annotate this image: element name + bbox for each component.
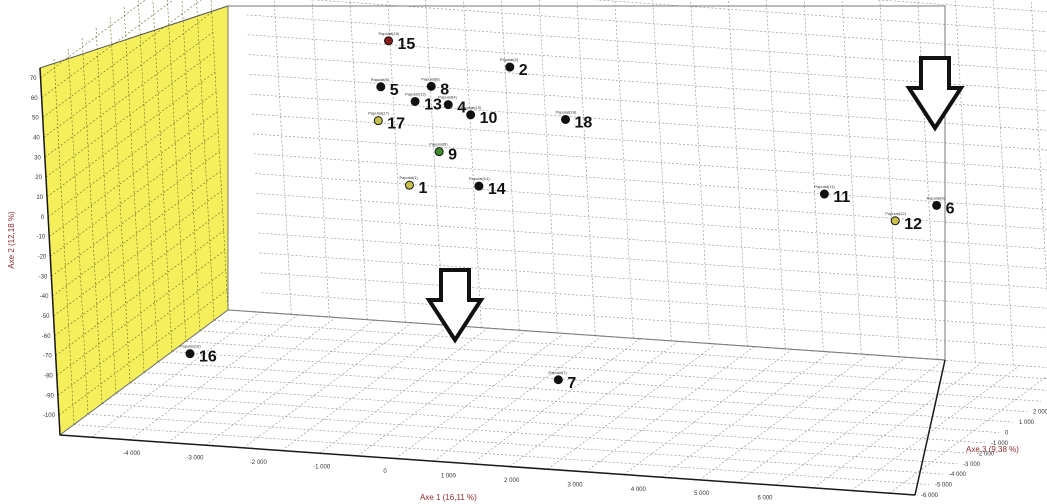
x-tick-label: -2 000 [250, 460, 268, 466]
z-tick-label: -5 000 [935, 483, 953, 489]
y-tick-label: -90 [45, 393, 54, 399]
z-tick-label: 2 000 [1033, 410, 1047, 416]
point-tag: Papulat(7) [548, 370, 567, 375]
x-tick-label: 6 000 [757, 496, 773, 502]
point-tag: Papulat(6) [927, 195, 946, 200]
point-marker [562, 115, 570, 123]
point-tag: Papulat(11) [814, 184, 835, 189]
z-tick-label: -4 000 [949, 472, 967, 478]
y-tick-label: -60 [42, 334, 51, 340]
point-tag: Papulat(5) [371, 77, 390, 82]
y-tick-label: 30 [34, 155, 41, 161]
point-marker [405, 181, 413, 189]
point-label: 1 [418, 180, 427, 197]
z-tick-label: 0 [1005, 431, 1009, 437]
y-tick-label: -30 [39, 274, 48, 280]
y-tick-label: -50 [41, 314, 50, 320]
point-marker [186, 350, 194, 358]
point-label: 9 [448, 147, 457, 164]
point-marker [444, 101, 452, 109]
x-tick-label: 3 000 [567, 482, 583, 488]
x-tick-label: 1 000 [441, 473, 457, 479]
z-axis-label: Axe 3 (9,38 %) [966, 445, 1019, 454]
point-label: 12 [904, 216, 922, 233]
point-label: 17 [387, 116, 405, 133]
x-axis-label: Axe 1 (16,11 %) [420, 493, 477, 502]
point-label: 13 [424, 96, 442, 113]
y-tick-label: 20 [35, 175, 42, 181]
point-tag: Papulat(8) [421, 76, 440, 81]
z-tick-labels: 6 0005 0004 0003 0002 0001 0000-1 000-2 … [921, 368, 1047, 499]
point-label: 2 [519, 62, 528, 79]
y-tick-label: -40 [40, 294, 49, 300]
x-tick-label: -1 000 [313, 465, 331, 471]
y-tick-label: -20 [38, 254, 47, 260]
back-wall-xy [228, 6, 945, 360]
point-label: 15 [397, 36, 415, 53]
point-marker [377, 83, 385, 91]
z-tick-label: 1 000 [1019, 420, 1035, 426]
y-tick-label: -80 [44, 373, 53, 379]
point-tag: Papulat(2) [500, 57, 519, 62]
point-marker [506, 63, 514, 71]
point-label: 5 [390, 82, 399, 99]
y-tick-label: 70 [30, 76, 37, 82]
x-tick-label: 0 [383, 469, 387, 475]
z-tick-label: -6 000 [921, 493, 939, 499]
x-tick-label: 2 000 [504, 478, 520, 484]
y-tick-label: 60 [31, 96, 38, 102]
y-tick-label: 40 [33, 135, 40, 141]
y-tick-label: 50 [32, 116, 39, 122]
y-tick-label: -100 [43, 413, 56, 419]
point-label: 16 [199, 349, 217, 366]
x-tick-label: -4 000 [123, 451, 141, 457]
point-label: 14 [488, 181, 506, 198]
point-label: 18 [575, 114, 593, 131]
point-marker [554, 376, 562, 384]
grid-line [993, 0, 1013, 365]
point-marker [820, 190, 828, 198]
point-marker [435, 148, 443, 156]
point-label: 11 [833, 189, 850, 206]
point-marker [427, 82, 435, 90]
grid-line [1031, 1, 1047, 368]
x-tick-label: 4 000 [631, 487, 647, 493]
y-tick-label: 10 [36, 195, 43, 201]
grid-line [955, 0, 975, 362]
x-tick-label: -3 000 [186, 456, 204, 462]
z-tick-label: -3 000 [963, 462, 981, 468]
point-tag: Papulat(1) [399, 175, 418, 180]
y-tick-label: -10 [37, 235, 46, 241]
point-marker [475, 182, 483, 190]
point-marker [933, 201, 941, 209]
point-marker [467, 111, 475, 119]
point-marker [411, 97, 419, 105]
y-tick-label: 0 [41, 215, 45, 221]
y-axis-label: Axe 2 (12,18 %) [7, 211, 16, 269]
point-marker [891, 217, 899, 225]
x-tick-label: 5 000 [694, 491, 710, 497]
y-tick-label: -70 [43, 354, 52, 360]
point-label: 10 [480, 110, 498, 127]
point-marker [374, 117, 382, 125]
point-marker [384, 37, 392, 45]
point-label: 7 [567, 375, 576, 392]
point-tag: Papulat(9) [429, 142, 448, 147]
point-label: 6 [946, 200, 955, 217]
